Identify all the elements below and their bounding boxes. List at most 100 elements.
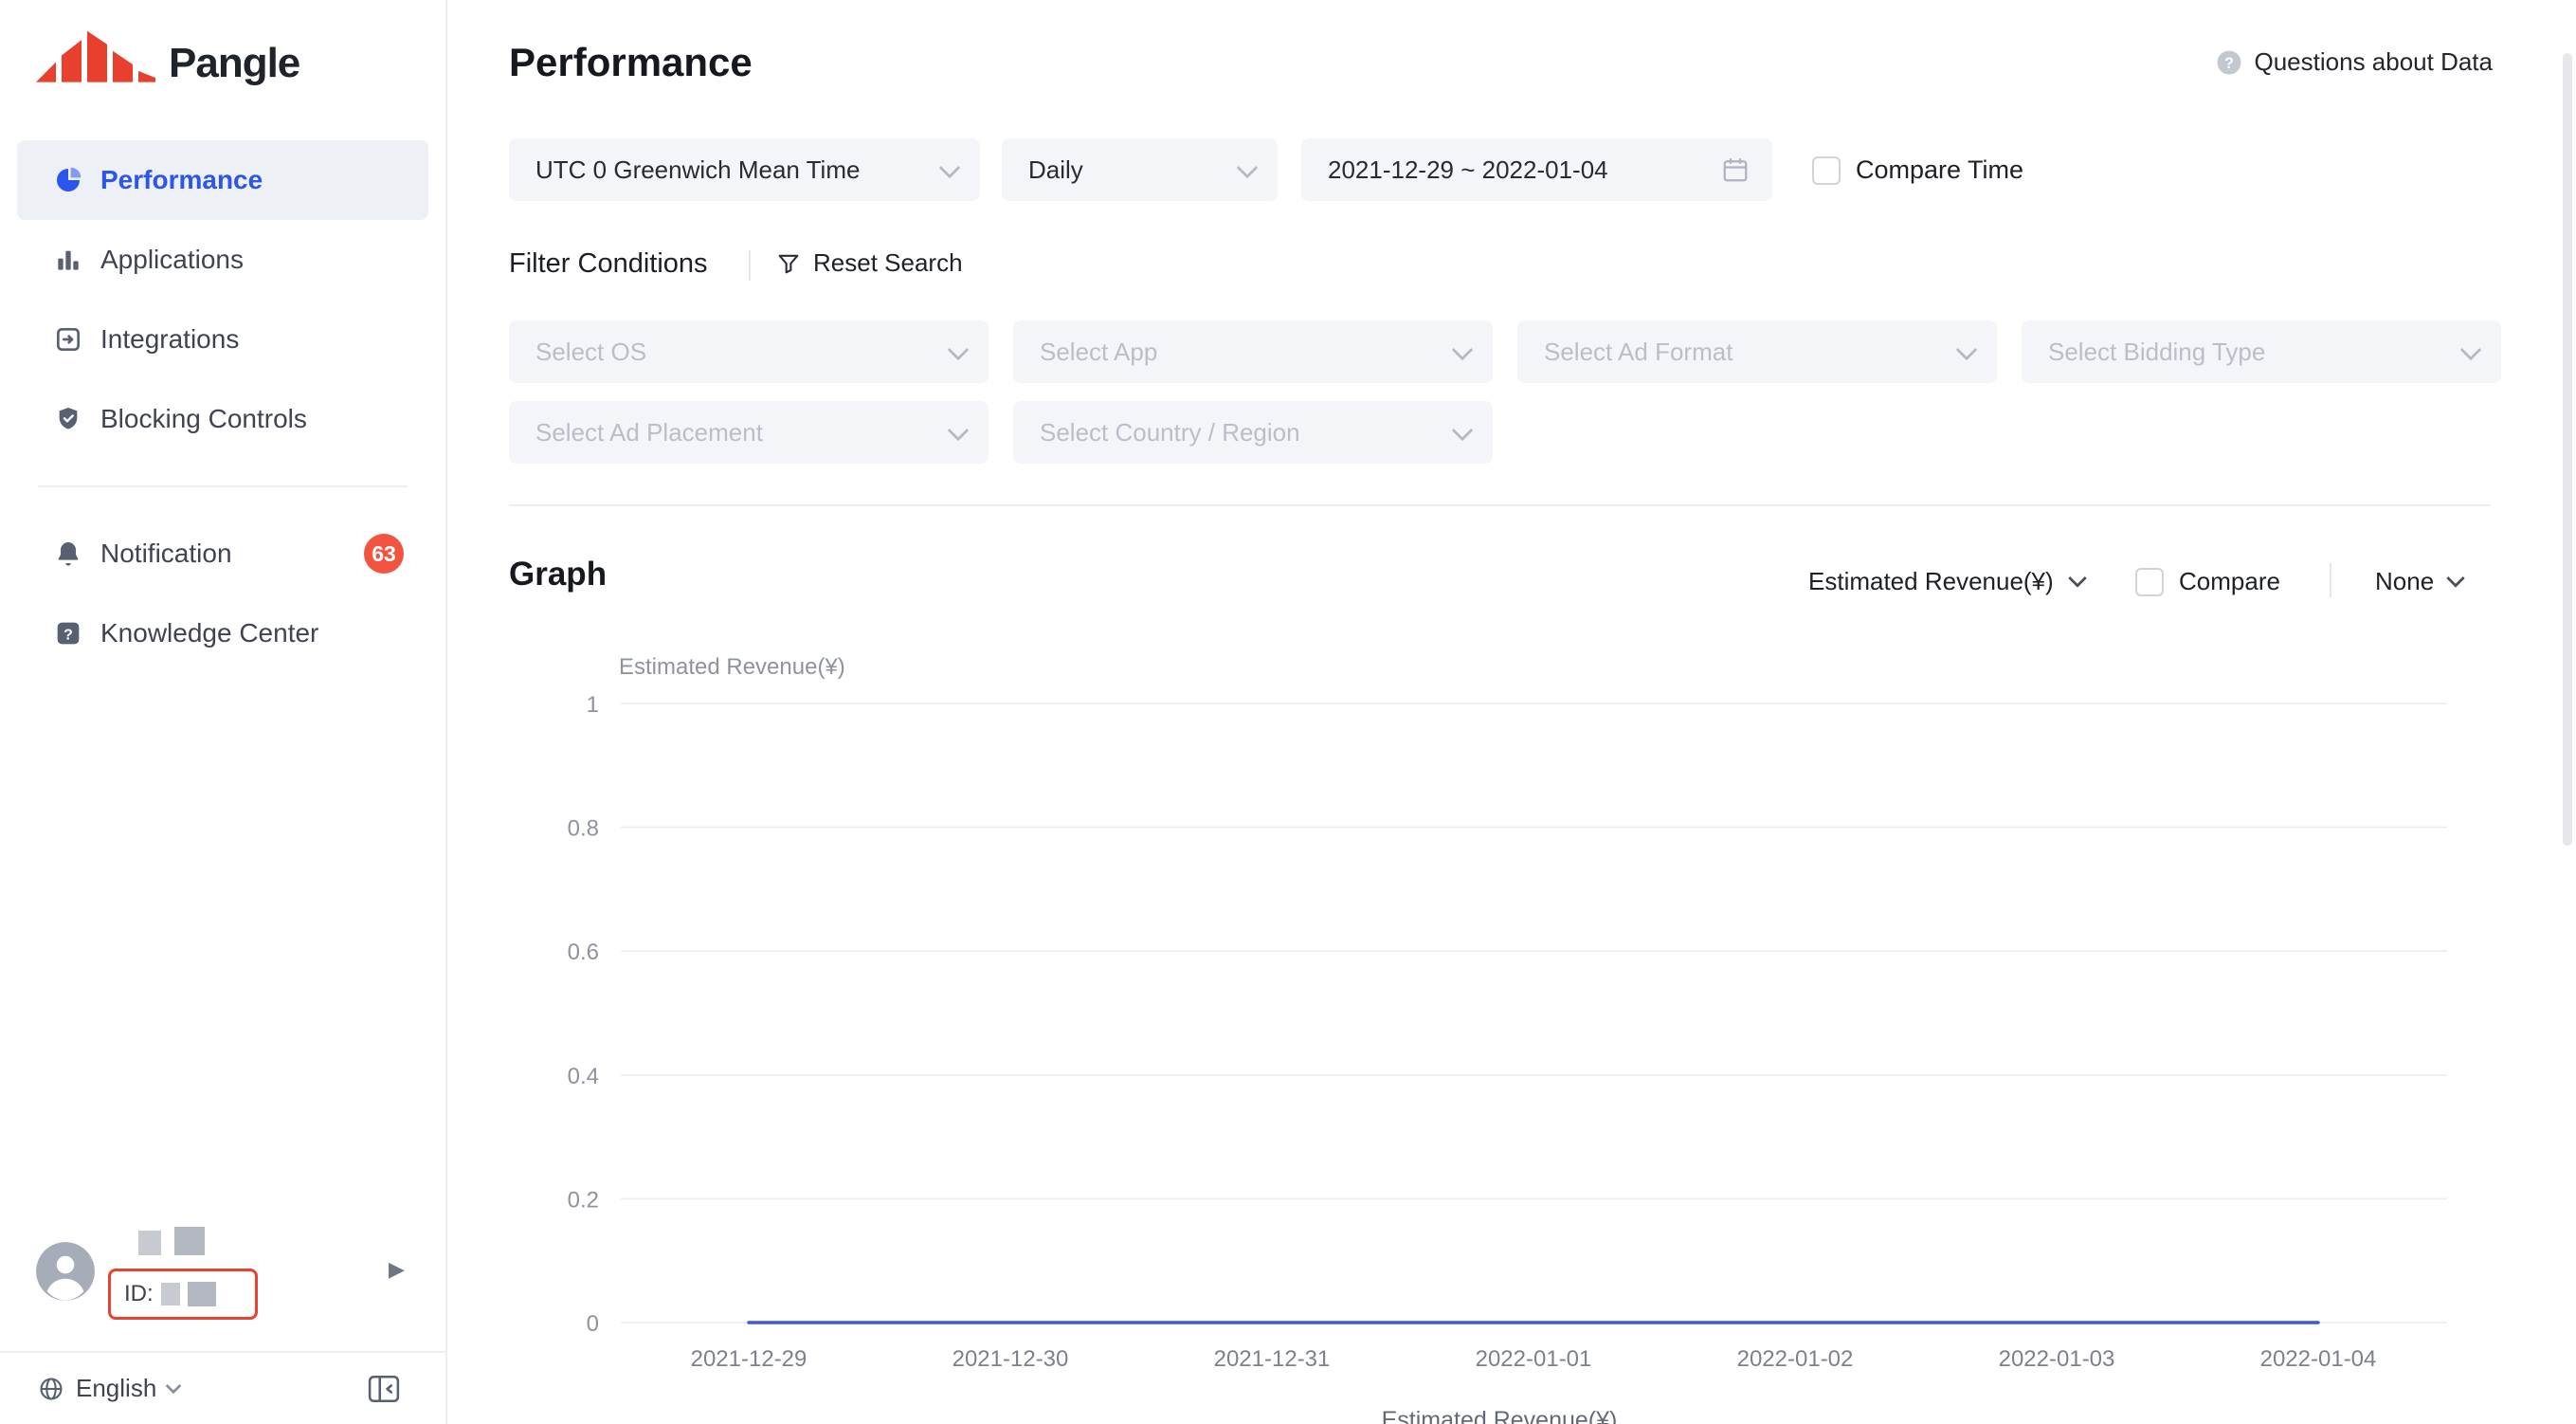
integrations-icon bbox=[53, 324, 83, 355]
question-circle-icon: ? bbox=[2217, 50, 2240, 74]
bell-icon bbox=[53, 539, 83, 569]
svg-text:Estimated Revenue(¥): Estimated Revenue(¥) bbox=[619, 654, 845, 680]
compare-time-control: Compare Time bbox=[1812, 155, 2023, 185]
breakdown-select[interactable]: None bbox=[2375, 567, 2466, 596]
question-square-icon: ? bbox=[53, 618, 83, 648]
chevron-down-icon bbox=[1236, 156, 1259, 179]
chevron-down-icon bbox=[938, 156, 961, 179]
sidebar-item-blocking-controls[interactable]: Blocking Controls bbox=[17, 379, 428, 459]
sidebar-item-label: Performance bbox=[100, 165, 263, 194]
chevron-down-icon bbox=[1451, 338, 1474, 361]
reset-search-button[interactable]: Reset Search bbox=[775, 248, 963, 278]
chevron-down-icon bbox=[2446, 568, 2466, 588]
sidebar-menu: Performance Applications Integrations Bl… bbox=[0, 140, 445, 673]
svg-text:0.6: 0.6 bbox=[568, 940, 599, 965]
svg-text:2022-01-02: 2022-01-02 bbox=[1737, 1346, 1854, 1372]
select-ad-format[interactable]: Select Ad Format bbox=[1517, 320, 1997, 383]
sidebar-item-integrations[interactable]: Integrations bbox=[17, 300, 428, 379]
sidebar-item-label: Blocking Controls bbox=[100, 404, 307, 433]
metric-value: Estimated Revenue(¥) bbox=[1808, 567, 2054, 595]
pie-chart-icon bbox=[53, 165, 83, 195]
select-app[interactable]: Select App bbox=[1013, 320, 1493, 383]
chevron-down-icon bbox=[947, 419, 970, 442]
pangle-logo-text: Pangle bbox=[169, 40, 300, 86]
date-range-value: 2021-12-29 ~ 2022-01-04 bbox=[1328, 155, 1608, 184]
language-select[interactable]: English bbox=[38, 1374, 182, 1403]
redacted-account-id bbox=[187, 1282, 216, 1306]
select-ad-placement[interactable]: Select Ad Placement bbox=[509, 401, 989, 464]
sidebar-item-applications[interactable]: Applications bbox=[17, 220, 428, 300]
sidebar-item-label: Notification bbox=[100, 539, 232, 568]
timezone-select[interactable]: UTC 0 Greenwich Mean Time bbox=[509, 138, 980, 201]
sidebar-divider bbox=[38, 485, 408, 487]
select-country-region[interactable]: Select Country / Region bbox=[1013, 401, 1493, 464]
pangle-logo-icon bbox=[36, 30, 155, 82]
account-expand-arrow[interactable]: ▶ bbox=[389, 1257, 405, 1281]
select-os[interactable]: Select OS bbox=[509, 320, 989, 383]
svg-text:0.4: 0.4 bbox=[568, 1064, 599, 1089]
date-range-picker[interactable]: 2021-12-29 ~ 2022-01-04 bbox=[1301, 138, 1772, 201]
svg-text:?: ? bbox=[63, 627, 73, 643]
divider bbox=[749, 250, 751, 281]
applications-icon bbox=[53, 245, 83, 275]
chevron-down-icon bbox=[2067, 568, 2087, 588]
svg-text:2022-01-01: 2022-01-01 bbox=[1476, 1346, 1592, 1372]
select-os-placeholder: Select OS bbox=[535, 337, 647, 366]
select-bidding-type-placeholder: Select Bidding Type bbox=[2048, 337, 2266, 366]
revenue-chart: 0 0.2 0.4 0.6 0.8 1 Estimated Revenue(¥) 2021-1… bbox=[568, 654, 2447, 1424]
compare-time-label: Compare Time bbox=[1856, 155, 2024, 184]
notification-badge: 63 bbox=[364, 534, 404, 574]
svg-text:2022-01-03: 2022-01-03 bbox=[1999, 1346, 2115, 1372]
granularity-select[interactable]: Daily bbox=[1002, 138, 1278, 201]
svg-text:?: ? bbox=[2224, 55, 2234, 72]
compare-checkbox[interactable] bbox=[2135, 567, 2164, 596]
divider bbox=[2330, 563, 2331, 597]
filter-conditions-title: Filter Conditions bbox=[509, 248, 708, 279]
sidebar-item-performance[interactable]: Performance bbox=[17, 140, 428, 220]
compare-time-checkbox[interactable] bbox=[1812, 155, 1841, 185]
svg-text:0.2: 0.2 bbox=[568, 1187, 599, 1213]
sidebar-item-label: Applications bbox=[100, 245, 244, 274]
svg-text:2021-12-30: 2021-12-30 bbox=[952, 1346, 1069, 1372]
account-id-label: ID: bbox=[124, 1281, 154, 1306]
sidebar-item-knowledge-center[interactable]: ? Knowledge Center bbox=[17, 593, 428, 673]
compare-label: Compare bbox=[2179, 567, 2280, 595]
timezone-value: UTC 0 Greenwich Mean Time bbox=[535, 155, 861, 184]
avatar-icon[interactable] bbox=[36, 1242, 95, 1301]
svg-text:Estimated Revenue(¥): Estimated Revenue(¥) bbox=[1382, 1407, 1618, 1424]
scrollbar-thumb[interactable] bbox=[2563, 53, 2572, 846]
redacted-account-name bbox=[174, 1227, 205, 1255]
breakdown-value: None bbox=[2375, 567, 2435, 595]
pangle-logo[interactable]: Pangle bbox=[36, 27, 300, 86]
sidebar-item-label: Knowledge Center bbox=[100, 618, 319, 648]
select-app-placeholder: Select App bbox=[1040, 337, 1158, 366]
shield-icon bbox=[53, 404, 83, 434]
granularity-value: Daily bbox=[1028, 155, 1083, 184]
graph-section-title: Graph bbox=[509, 556, 608, 593]
chevron-down-icon bbox=[1955, 338, 1978, 361]
select-country-region-placeholder: Select Country / Region bbox=[1040, 417, 1300, 447]
collapse-sidebar-icon[interactable] bbox=[368, 1375, 400, 1403]
help-link[interactable]: ? Questions about Data bbox=[2215, 47, 2494, 77]
reset-search-icon bbox=[778, 254, 799, 273]
section-divider bbox=[509, 504, 2491, 506]
svg-text:0.8: 0.8 bbox=[568, 816, 599, 842]
svg-text:2022-01-04: 2022-01-04 bbox=[2260, 1346, 2377, 1372]
svg-text:2021-12-29: 2021-12-29 bbox=[691, 1346, 807, 1372]
svg-text:1: 1 bbox=[587, 692, 599, 718]
svg-text:0: 0 bbox=[587, 1311, 599, 1337]
select-bidding-type[interactable]: Select Bidding Type bbox=[2022, 320, 2501, 383]
chevron-down-icon bbox=[1451, 419, 1474, 442]
help-link-label: Questions about Data bbox=[2254, 47, 2494, 76]
chevron-down-icon bbox=[947, 338, 970, 361]
calendar-icon bbox=[1723, 158, 1748, 182]
compare-control: Compare bbox=[2135, 567, 2280, 596]
chevron-down-icon bbox=[165, 1378, 182, 1394]
globe-icon bbox=[40, 1377, 63, 1400]
metric-select[interactable]: Estimated Revenue(¥) bbox=[1808, 567, 2087, 596]
page-title: Performance bbox=[509, 40, 753, 84]
sidebar-item-notification[interactable]: Notification 63 bbox=[17, 514, 428, 593]
revenue-chart-container: 0 0.2 0.4 0.6 0.8 1 Estimated Revenue(¥) 2021-1… bbox=[509, 626, 2493, 1424]
language-label: English bbox=[76, 1374, 157, 1402]
chevron-down-icon bbox=[2459, 338, 2482, 361]
